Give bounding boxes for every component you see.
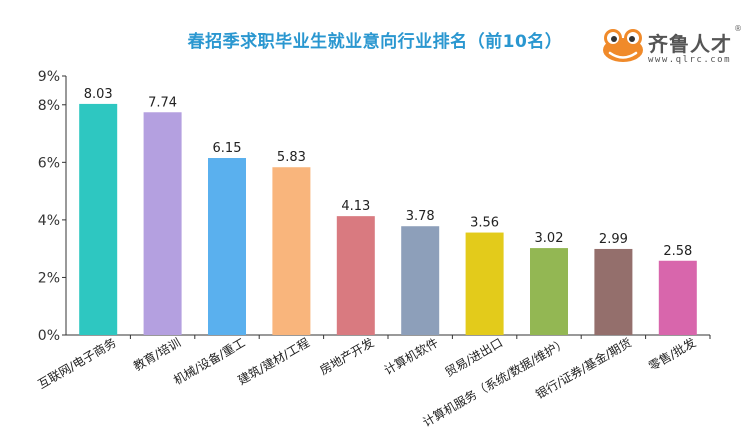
data-label: 6.15 bbox=[213, 141, 242, 156]
data-label: 2.58 bbox=[663, 244, 692, 259]
chart-title: 春招季求职毕业生就业意向行业排名（前10名） bbox=[187, 32, 563, 52]
y-tick-label: 9% bbox=[38, 69, 60, 85]
logo-url: www.qlrc.com bbox=[648, 55, 732, 65]
data-label: 4.13 bbox=[341, 199, 370, 214]
data-label: 3.02 bbox=[535, 231, 564, 246]
frog-logo-icon bbox=[603, 29, 643, 62]
bar bbox=[208, 158, 246, 335]
logo-name: 齐鲁人才 bbox=[648, 32, 732, 56]
y-tick-label: 6% bbox=[38, 155, 60, 171]
x-tick-label: 教育/培训 bbox=[131, 335, 184, 374]
qilu-rencai-logo: 齐鲁人才 ® www.qlrc.com bbox=[600, 24, 742, 72]
y-tick-label: 0% bbox=[38, 328, 60, 344]
data-label: 8.03 bbox=[84, 87, 113, 102]
data-label: 3.56 bbox=[470, 216, 499, 231]
bar bbox=[658, 260, 697, 335]
bar bbox=[401, 226, 440, 335]
x-tick-label: 零售/批发 bbox=[646, 335, 699, 374]
data-label: 3.78 bbox=[406, 209, 435, 224]
y-tick-label: 2% bbox=[38, 270, 60, 286]
data-label: 2.99 bbox=[599, 232, 628, 247]
bar bbox=[530, 248, 568, 335]
x-tick-label: 机械/设备/重工 bbox=[171, 335, 248, 388]
bar bbox=[79, 103, 118, 335]
bar bbox=[465, 232, 504, 335]
bar bbox=[272, 167, 311, 335]
x-tick-label: 房地产开发 bbox=[317, 335, 376, 378]
bar bbox=[594, 248, 633, 335]
x-tick-label: 建筑/建材/工程 bbox=[235, 335, 312, 388]
y-tick-label: 8% bbox=[38, 98, 60, 114]
y-tick-label: 4% bbox=[38, 213, 60, 229]
x-tick-label: 计算机软件 bbox=[381, 335, 440, 378]
bar bbox=[143, 112, 182, 335]
data-label: 7.74 bbox=[148, 95, 177, 110]
data-label: 5.83 bbox=[277, 150, 306, 165]
bar bbox=[336, 216, 375, 335]
registered-mark: ® bbox=[734, 24, 742, 33]
